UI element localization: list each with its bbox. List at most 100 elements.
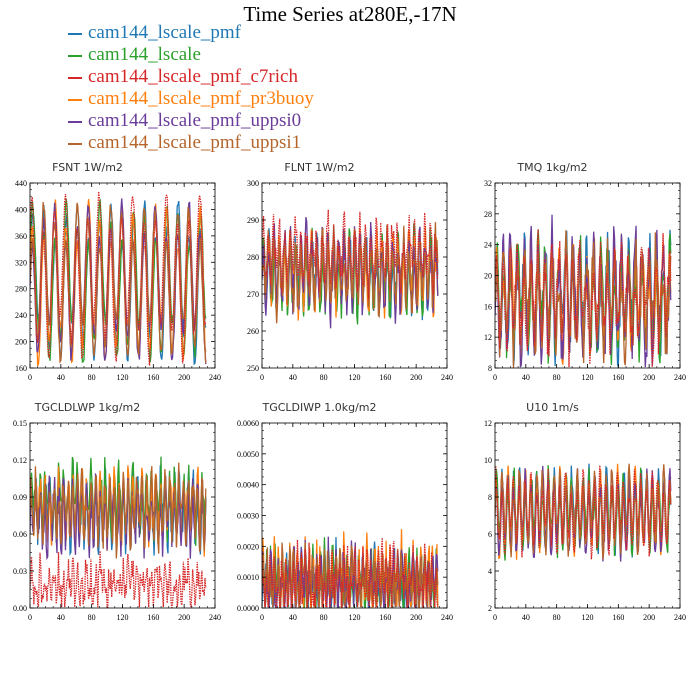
y-tick-label: 250 — [247, 364, 259, 373]
y-tick-label: 12 — [484, 333, 492, 342]
y-tick-label: 260 — [247, 327, 259, 336]
y-tick-label: 320 — [15, 258, 27, 267]
x-tick-label: 200 — [410, 613, 422, 622]
panel: FSNT 1W/m2 0 40 80 120 160 200 240 160 200 240 280 3… — [15, 161, 221, 382]
y-tick-label: 0.15 — [13, 419, 27, 428]
x-tick-label: 200 — [178, 613, 190, 622]
legend-swatch — [68, 32, 82, 35]
x-tick-label: 200 — [643, 373, 655, 382]
legend-label: cam144_lscale_pmf_uppsi1 — [88, 132, 302, 153]
legend-item: cam144_lscale_pmf_c7rich — [68, 66, 314, 88]
x-tick-label: 240 — [441, 613, 453, 622]
series-group — [495, 463, 672, 562]
legend-label: cam144_lscale_pmf — [88, 22, 242, 43]
x-tick-label: 240 — [209, 373, 221, 382]
y-tick-label: 12 — [484, 419, 492, 428]
legend-swatch — [68, 120, 82, 123]
x-tick-label: 120 — [582, 613, 594, 622]
panel: U10 1m/s 0 40 80 120 160 200 240 2 4 6 8 10 12 — [484, 401, 686, 622]
y-tick-label: 0.0040 — [237, 481, 259, 490]
y-tick-label: 0.0010 — [237, 573, 259, 582]
x-tick-label: 40 — [289, 373, 297, 382]
y-tick-label: 10 — [484, 456, 492, 465]
y-tick-label: 8 — [488, 493, 492, 502]
x-tick-label: 40 — [57, 613, 65, 622]
series-line — [262, 537, 439, 608]
x-tick-label: 120 — [117, 373, 129, 382]
panel-title: FLNT 1W/m2 — [284, 161, 354, 174]
legend-swatch — [68, 98, 82, 101]
panel: TGCLDIWP 1.0kg/m2 0 40 80 120 160 200 240 0.0000… — [237, 401, 453, 622]
y-tick-label: 2 — [488, 604, 492, 613]
x-tick-label: 200 — [178, 373, 190, 382]
x-tick-label: 80 — [553, 373, 561, 382]
x-tick-label: 80 — [88, 373, 96, 382]
y-tick-label: 280 — [247, 253, 259, 262]
y-tick-label: 8 — [488, 364, 492, 373]
series-group — [30, 456, 207, 608]
x-tick-label: 240 — [209, 613, 221, 622]
x-tick-label: 200 — [410, 373, 422, 382]
series-group — [495, 214, 672, 368]
legend-item: cam144_lscale_pmf — [68, 22, 314, 44]
series-line — [30, 550, 207, 608]
x-tick-label: 200 — [643, 613, 655, 622]
legend-item: cam144_lscale_pmf_uppsi0 — [68, 110, 314, 132]
series-line — [495, 465, 672, 560]
x-tick-label: 240 — [441, 373, 453, 382]
panel-title: TGCLDLWP 1kg/m2 — [34, 401, 140, 414]
y-tick-label: 360 — [15, 232, 27, 241]
y-tick-label: 290 — [247, 216, 259, 225]
y-tick-label: 0.06 — [13, 530, 27, 539]
y-tick-label: 0.03 — [13, 567, 27, 576]
series-line — [495, 229, 672, 368]
panel: FLNT 1W/m2 0 40 80 120 160 200 240 250 260 270 280 2… — [247, 161, 453, 382]
x-tick-label: 40 — [522, 613, 530, 622]
panel: TGCLDLWP 1kg/m2 0 40 80 120 160 200 240 0.00 0.03… — [13, 401, 221, 622]
x-tick-label: 40 — [57, 373, 65, 382]
y-tick-label: 0.09 — [13, 493, 27, 502]
series-line — [30, 462, 207, 559]
legend-item: cam144_lscale_pmf_pr3buoy — [68, 88, 314, 110]
legend-label: cam144_lscale_pmf_uppsi0 — [88, 110, 302, 131]
x-tick-label: 0 — [260, 373, 264, 382]
legend: cam144_lscale_pmf cam144_lscale cam144_lsc… — [68, 22, 314, 154]
panel-title: TMQ 1kg/m2 — [516, 161, 587, 174]
y-tick-label: 0.0030 — [237, 512, 259, 521]
legend-label: cam144_lscale — [88, 44, 201, 65]
y-tick-label: 300 — [247, 179, 259, 188]
x-tick-label: 120 — [582, 373, 594, 382]
x-tick-label: 160 — [379, 373, 391, 382]
y-tick-label: 270 — [247, 290, 259, 299]
y-tick-label: 400 — [15, 205, 27, 214]
y-tick-label: 0.0000 — [237, 604, 259, 613]
x-tick-label: 40 — [522, 373, 530, 382]
y-tick-label: 280 — [15, 285, 27, 294]
legend-item: cam144_lscale — [68, 44, 314, 66]
x-tick-label: 120 — [349, 613, 361, 622]
x-tick-label: 80 — [320, 613, 328, 622]
y-tick-label: 200 — [15, 338, 27, 347]
legend-label: cam144_lscale_pmf_pr3buoy — [88, 88, 314, 109]
x-tick-label: 80 — [320, 373, 328, 382]
x-tick-label: 0 — [28, 613, 32, 622]
y-tick-label: 440 — [15, 179, 27, 188]
series-line — [30, 191, 207, 366]
x-tick-label: 240 — [674, 373, 686, 382]
y-tick-label: 160 — [15, 364, 27, 373]
legend-swatch — [68, 142, 82, 145]
series-group — [262, 529, 439, 608]
series-line — [262, 209, 439, 300]
x-tick-label: 160 — [612, 613, 624, 622]
x-tick-label: 0 — [493, 613, 497, 622]
x-tick-label: 160 — [379, 613, 391, 622]
series-group — [262, 209, 439, 329]
y-tick-label: 20 — [484, 272, 492, 281]
panel: TMQ 1kg/m2 0 40 80 120 160 200 240 8 12 16 20 24 28 32 — [484, 161, 686, 382]
chart-title: Time Series at280E,-17N — [243, 2, 457, 26]
x-tick-label: 0 — [493, 373, 497, 382]
y-tick-label: 0.0020 — [237, 542, 259, 551]
x-tick-label: 160 — [147, 613, 159, 622]
y-tick-label: 240 — [15, 311, 27, 320]
